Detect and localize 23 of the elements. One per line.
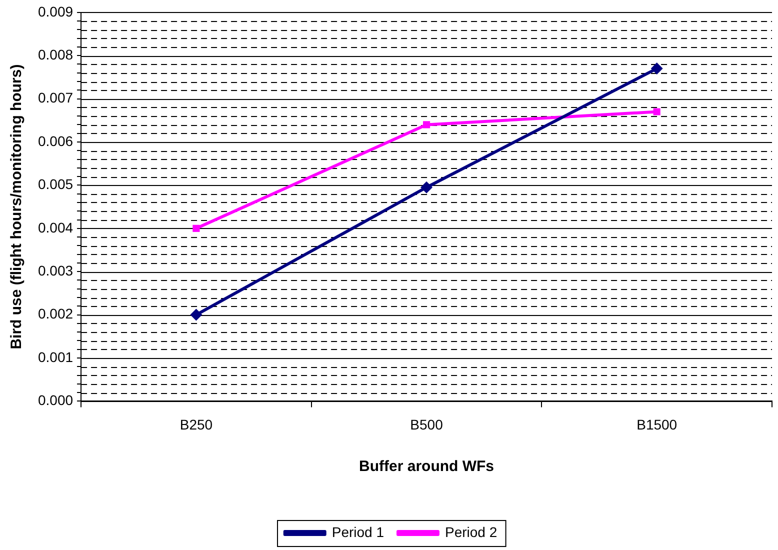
x-tick-label: B500 <box>410 416 444 432</box>
point <box>420 181 433 194</box>
x-axis-title: Buffer around WFs <box>359 458 494 476</box>
point <box>653 108 660 116</box>
point <box>422 121 430 128</box>
x-tick-label: B1500 <box>636 416 678 432</box>
legend-label: Period 1 <box>332 524 384 540</box>
point <box>192 224 200 232</box>
y-tick-label: 0.004 <box>38 219 74 236</box>
legend-label: Period 2 <box>445 524 498 540</box>
y-axis-title: Bird use (flight hours/monitoring hours) <box>8 64 26 350</box>
y-tick-label: 0.009 <box>38 3 74 20</box>
y-tick-label: 0.000 <box>38 392 74 408</box>
y-tick-label: 0.008 <box>38 46 74 62</box>
y-tick-label: 0.006 <box>38 132 74 149</box>
y-tick-label: 0.003 <box>38 262 74 278</box>
y-tick-label: 0.001 <box>38 348 74 365</box>
point <box>650 62 663 75</box>
y-tick-label: 0.007 <box>38 90 74 106</box>
y-tick-label: 0.002 <box>38 306 74 322</box>
y-tick-label: 0.005 <box>38 176 74 192</box>
point <box>190 308 202 321</box>
x-tick-label: B250 <box>180 416 213 432</box>
